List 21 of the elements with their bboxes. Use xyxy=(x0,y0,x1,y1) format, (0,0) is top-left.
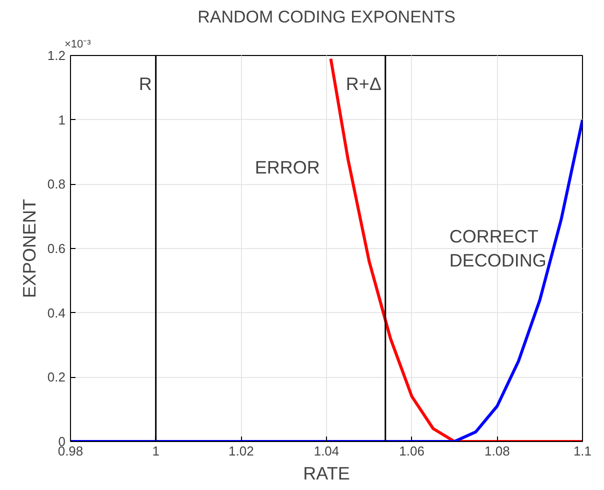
x-tick-label: 1.06 xyxy=(399,444,424,458)
y-axis-title: EXPONENT xyxy=(19,198,40,298)
annotation: CORRECT DECODING xyxy=(449,226,546,270)
x-axis-title: RATE xyxy=(303,464,350,484)
chart-title: RANDOM CODING EXPONENTS xyxy=(198,8,456,26)
y-tick-label: 0.8 xyxy=(47,176,66,192)
y-tick-label: 0.4 xyxy=(47,305,66,320)
ref-line-label: R xyxy=(138,74,152,94)
y-tick-label: 1.2 xyxy=(47,48,66,63)
y-tick-label: 0.6 xyxy=(47,241,66,256)
y-tick-label: 0.2 xyxy=(47,370,66,385)
ref-line-label: R+Δ xyxy=(346,74,382,94)
x-tick-label: 1.04 xyxy=(314,444,340,458)
line-series xyxy=(329,57,582,442)
x-tick-label: 1 xyxy=(152,444,160,458)
x-tick-label: 1.02 xyxy=(228,444,254,458)
x-tick-label: 1.08 xyxy=(484,444,510,458)
text: ×10⁻³ xyxy=(64,38,92,50)
annotation: ERROR xyxy=(254,157,320,178)
x-tick-label: 1.1 xyxy=(573,444,592,458)
y-tick-label: 1 xyxy=(58,112,66,128)
